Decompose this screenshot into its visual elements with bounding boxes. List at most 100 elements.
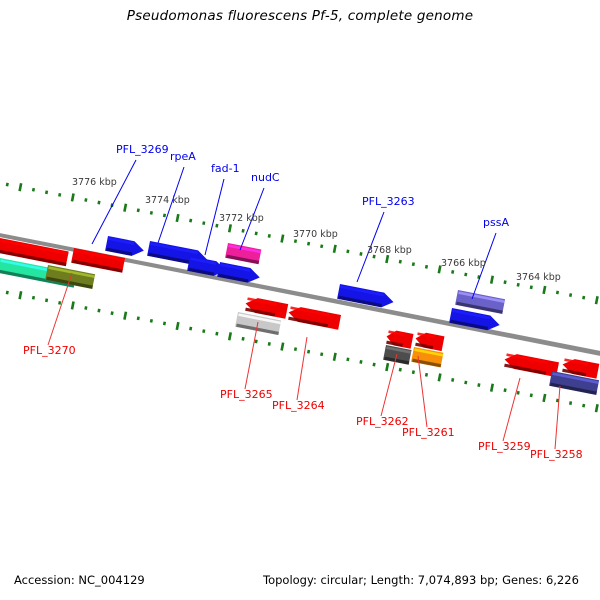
- gene-track-reverse[interactable]: [235, 296, 600, 395]
- gene-label[interactable]: PFL_3259: [478, 440, 531, 453]
- gene-arrow-highlight: [108, 237, 135, 245]
- label-leader-line: [47, 272, 73, 346]
- scale-tick-mark: [84, 306, 88, 310]
- gene-arrow-body[interactable]: [45, 265, 96, 289]
- gene-label[interactable]: PFL_3261: [402, 426, 455, 439]
- gene-arrow-body[interactable]: [287, 305, 342, 330]
- axis-tick-label: 3776 kbp: [72, 177, 117, 188]
- gene-arrow[interactable]: [287, 305, 342, 330]
- gene-arrow[interactable]: [71, 248, 126, 273]
- gene-arrow-highlight: [388, 330, 405, 337]
- gene-arrow[interactable]: [385, 329, 414, 349]
- gene-label[interactable]: rpeA: [170, 150, 196, 163]
- gene-arrow[interactable]: [187, 256, 227, 278]
- gene-arrow-body[interactable]: [0, 238, 69, 267]
- gene-arrow[interactable]: [449, 308, 501, 332]
- scale-tick-mark: [267, 234, 271, 238]
- scale-tick-mark: [18, 290, 23, 300]
- scale-tick-mark: [293, 347, 298, 352]
- gene-label[interactable]: fad-1: [211, 162, 240, 175]
- gene-label[interactable]: PFL_3264: [272, 399, 325, 412]
- gene-arrow[interactable]: [105, 236, 145, 258]
- scale-tick-mark: [227, 224, 233, 233]
- gene-arrow-highlight: [386, 346, 412, 354]
- gene-label[interactable]: nudC: [251, 171, 280, 184]
- gene-track-forward[interactable]: [0, 236, 506, 332]
- gene-label[interactable]: PFL_3263: [362, 195, 415, 208]
- label-leader-line: [296, 336, 308, 401]
- scale-tick-mark: [215, 331, 219, 336]
- axis-tick-label: 3774 kbp: [145, 195, 190, 206]
- gene-arrow-shadow: [415, 342, 434, 350]
- gene-arrow-highlight: [506, 353, 548, 365]
- scale-tick-mark: [70, 193, 75, 202]
- gene-arrow[interactable]: [549, 371, 600, 395]
- gene-arrow-shadow: [456, 301, 503, 314]
- gene-arrow-highlight: [150, 242, 198, 255]
- gene-arrow-body[interactable]: [455, 290, 506, 314]
- accession-status: Accession: NC_004129: [14, 573, 145, 587]
- gene-arrow[interactable]: [225, 243, 262, 265]
- gene-arrow[interactable]: [503, 352, 559, 378]
- gene-label[interactable]: PFL_3262: [356, 415, 409, 428]
- gene-arrow-body[interactable]: [244, 296, 289, 319]
- gene-arrow-highlight: [414, 348, 444, 357]
- label-leader-line: [204, 178, 225, 256]
- gene-arrow-highlight: [247, 297, 278, 306]
- scale-tick-mark: [70, 301, 75, 310]
- gene-arrow-highlight: [74, 249, 125, 262]
- scale-tick-mark: [123, 203, 128, 212]
- scale-tick-mark: [215, 223, 219, 228]
- gene-arrow-body[interactable]: [549, 371, 600, 395]
- gene-arrow-body[interactable]: [561, 357, 600, 379]
- scale-tick-mark: [332, 352, 337, 361]
- gene-arrow[interactable]: [455, 290, 506, 314]
- scale-tick-mark: [227, 332, 233, 341]
- label-leader-line: [157, 166, 185, 244]
- scale-tick-mark: [529, 393, 533, 398]
- scale-tick-mark: [489, 275, 495, 284]
- gene-label[interactable]: PFL_3270: [23, 344, 76, 357]
- scale-tick-mark: [306, 241, 311, 246]
- scale-tick-mark: [582, 295, 586, 300]
- scale-tick-mark: [594, 296, 599, 305]
- gene-label[interactable]: PFL_3258: [530, 448, 583, 461]
- scale-tick-mark: [162, 321, 167, 326]
- scale-tick-mark: [437, 373, 442, 382]
- gene-arrow[interactable]: [561, 357, 600, 379]
- gene-arrow-body[interactable]: [503, 352, 559, 378]
- gene-arrow[interactable]: [337, 284, 395, 309]
- gene-arrow-highlight: [228, 244, 262, 254]
- scale-tick-mark: [58, 192, 62, 197]
- scale-tick-mark: [516, 282, 520, 287]
- gene-arrow-shadow: [338, 295, 382, 308]
- gene-label[interactable]: PFL_3265: [220, 388, 273, 401]
- gene-arrow[interactable]: [217, 262, 261, 285]
- scale-tick-mark: [189, 218, 193, 223]
- axis-tick-label: 3768 kbp: [367, 245, 412, 256]
- gene-track-forward-lower[interactable]: [0, 258, 96, 289]
- scale-tick-mark: [123, 311, 128, 320]
- gene-label[interactable]: pssA: [483, 216, 509, 229]
- gene-arrow[interactable]: [45, 265, 96, 289]
- scale-tick-mark: [529, 285, 533, 290]
- gene-arrow-highlight: [238, 313, 281, 325]
- gene-label[interactable]: PFL_3269: [116, 143, 169, 156]
- gene-arrow[interactable]: [383, 345, 412, 365]
- scale-tick-mark: [189, 326, 193, 331]
- gene-arrow[interactable]: [244, 296, 289, 319]
- gene-arrow[interactable]: [0, 238, 69, 267]
- gene-arrow-shadow: [188, 267, 215, 276]
- label-leader-lines: [47, 159, 561, 450]
- scale-tick-mark: [97, 308, 101, 313]
- scale-tick-mark: [293, 239, 298, 244]
- gene-arrow-shadow: [550, 382, 597, 395]
- gene-arrow[interactable]: [414, 331, 445, 352]
- gene-arrow-body[interactable]: [71, 248, 126, 273]
- gene-arrow-shadow: [46, 276, 93, 289]
- scale-tick-mark: [97, 200, 101, 205]
- gene-arrow-highlight: [48, 266, 95, 278]
